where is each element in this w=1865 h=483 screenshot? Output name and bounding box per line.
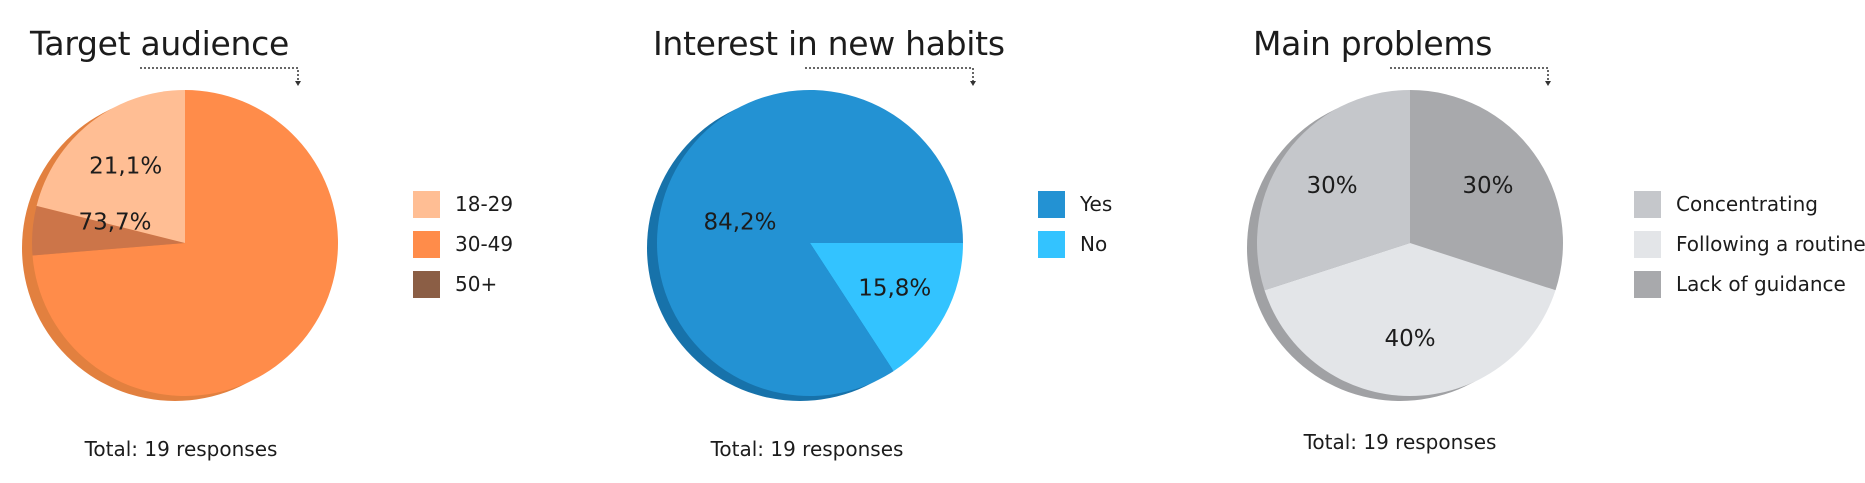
- legend-swatch: [1634, 231, 1661, 258]
- pie-slice-lack-of-guidance: [1410, 90, 1563, 291]
- pie-slice-following-a-routine: [1264, 243, 1556, 397]
- total-responses: Total: 19 responses: [1303, 430, 1497, 454]
- pie-slice-no: [810, 243, 963, 372]
- slice-value-label: 30%: [1306, 173, 1357, 199]
- chart-panel-interest-in-new-habits: Interest in new habits 84,2% 15,8% Yes No…: [625, 0, 1225, 483]
- legend-swatch: [1634, 191, 1661, 218]
- chart-title: Main problems: [1253, 24, 1493, 63]
- pie-slice-30-49: [32, 90, 339, 397]
- chart-panel-target-audience: Target audience 21,1% 73,7% 18-29 30-49 5…: [0, 0, 600, 483]
- legend-label: Concentrating: [1676, 192, 1818, 216]
- pie-slice-18-29: [36, 90, 185, 243]
- pie-slice-concentrating: [1257, 90, 1410, 291]
- total-responses: Total: 19 responses: [710, 437, 904, 461]
- chart-title: Target audience: [30, 24, 290, 63]
- chart-title: Interest in new habits: [653, 24, 1005, 63]
- total-responses: Total: 19 responses: [84, 437, 278, 461]
- legend-swatch: [413, 191, 440, 218]
- legend-label: Lack of guidance: [1676, 272, 1846, 296]
- pie-slice-50-: [32, 205, 185, 256]
- title-connector: [140, 67, 301, 86]
- legend-swatch: [1038, 231, 1065, 258]
- legend-swatch: [413, 231, 440, 258]
- pie-chart: 84,2% 15,8%: [647, 67, 976, 401]
- title-connector: [1390, 67, 1551, 86]
- slice-value-label: 30%: [1462, 173, 1513, 199]
- slice-value-label: 15,8%: [858, 275, 931, 301]
- legend-label: 30-49: [455, 232, 514, 256]
- legend-label: 50+: [455, 272, 498, 296]
- slice-value-label: 40%: [1384, 326, 1435, 352]
- title-connector: [805, 67, 976, 86]
- legend-label: No: [1080, 232, 1108, 256]
- legend-swatch: [413, 271, 440, 298]
- slice-value-label: 73,7%: [78, 210, 151, 236]
- chart-panel-main-problems: Main problems 30% 40% 30% Concentrating Fo…: [1247, 0, 1865, 483]
- slice-value-label: 84,2%: [703, 210, 776, 236]
- pie-chart: 30% 40% 30%: [1247, 67, 1563, 401]
- pie-slice-yes: [657, 89, 963, 396]
- pie-chart: 21,1% 73,7%: [22, 67, 339, 401]
- legend-label: Yes: [1080, 192, 1113, 216]
- legend-swatch: [1038, 191, 1065, 218]
- legend-label: 18-29: [455, 192, 514, 216]
- legend-swatch: [1634, 271, 1661, 298]
- slice-value-label: 21,1%: [89, 154, 162, 180]
- legend-label: Following a routine: [1676, 232, 1865, 256]
